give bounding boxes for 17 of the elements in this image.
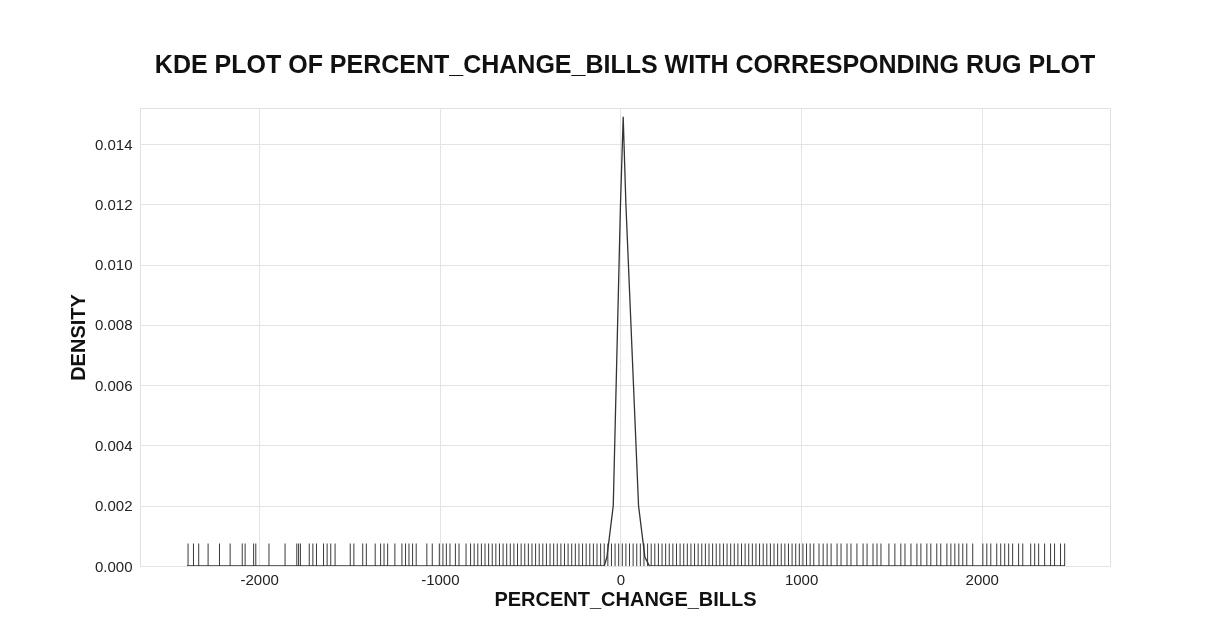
y-tick-label: 0.008 [94,316,133,334]
y-tick-label: 0.004 [94,436,133,454]
y-tick-label: 0.014 [94,135,133,153]
y-tick-label: 0.000 [94,557,133,575]
y-tick-label: 0.012 [94,195,133,213]
y-tick-label: 0.002 [94,497,133,515]
x-tick-label: -2000 [240,570,279,588]
y-tick-label: 0.006 [94,376,133,394]
x-tick-label: -1000 [421,570,460,588]
y-tick-label: 0.010 [94,256,133,274]
y-axis-title: DENSITY [66,293,89,381]
x-tick-label: 0 [616,570,626,588]
x-axis-title: PERCENT_CHANGE_BILLS [494,587,757,610]
x-tick-label: 1000 [784,570,819,588]
chart-title: KDE PLOT OF PERCENT_CHANGE_BILLS WITH CORRESPONDING RUG PLOT [154,50,1096,78]
line-series [186,116,1066,566]
x-tick-label: 2000 [965,570,999,588]
